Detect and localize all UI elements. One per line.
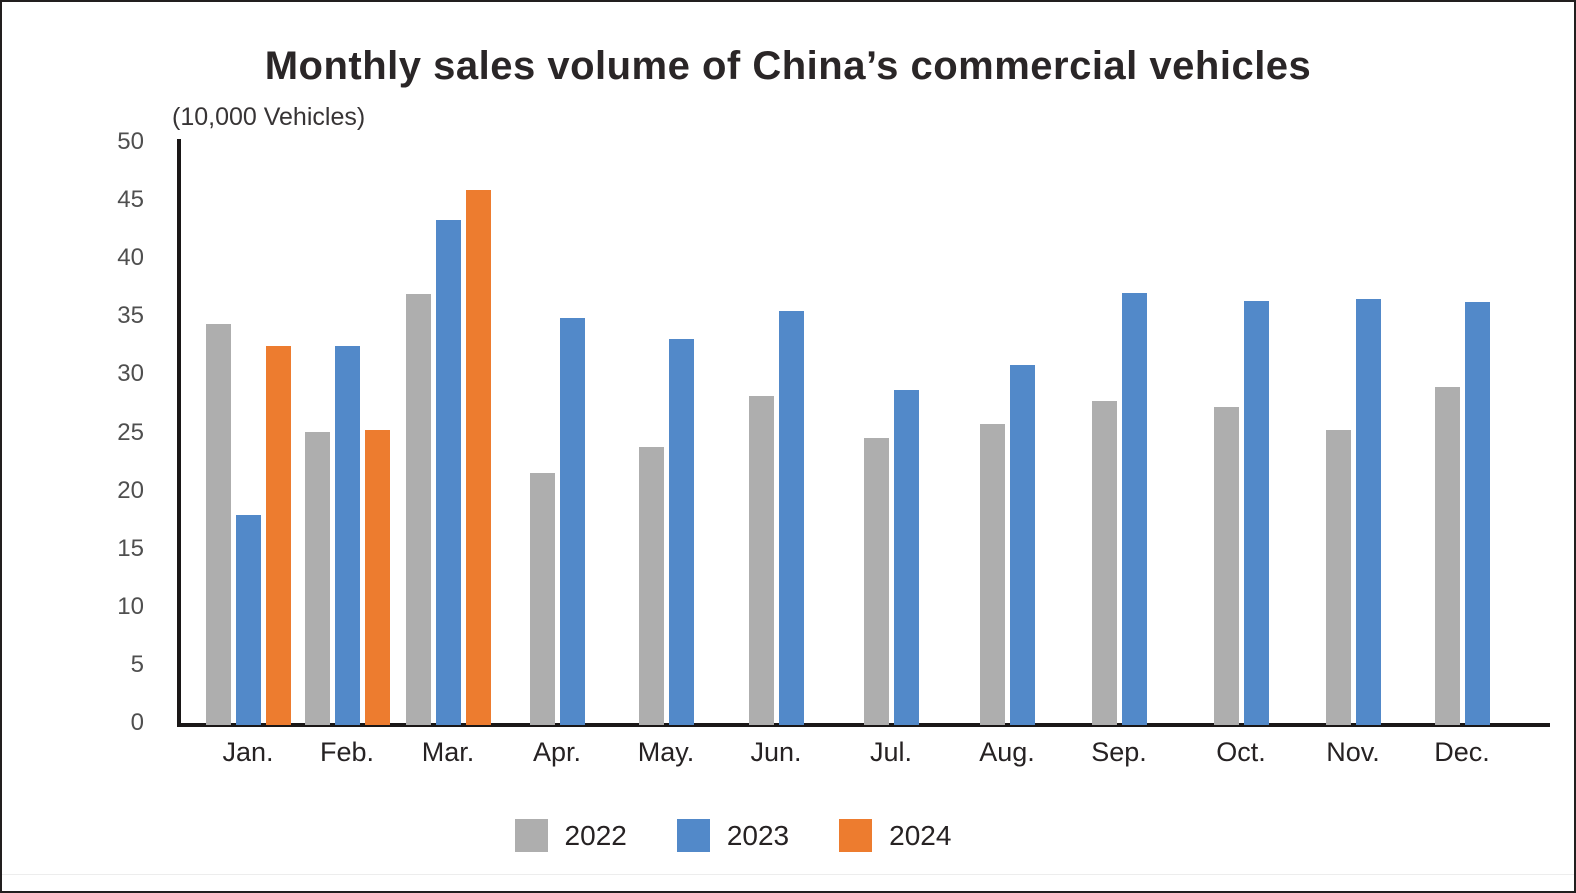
legend-label: 2022 [564,820,627,851]
y-tick-label: 5 [130,650,144,678]
bar-2023-Jan [236,515,261,725]
y-tick-label: 0 [130,709,144,736]
legend-item-2022: 2022 [514,819,627,852]
x-tick-label: May. [637,737,695,767]
x-tick-label: Nov. [1326,737,1380,767]
legend-swatch-icon [514,819,548,852]
x-tick-label: Mar. [421,737,475,767]
x-tick-label: Oct. [1216,737,1266,767]
y-tick-label: 40 [117,244,144,272]
divider-line [2,874,1574,875]
bar-2023-Apr [560,318,585,725]
bar-2022-Dec [1435,387,1460,725]
bar-2022-Aug [980,424,1005,725]
bar-2023-Jun [779,311,804,725]
bar-2024-Feb [365,430,390,725]
y-tick-label: 50 [117,128,144,155]
y-tick-label: 10 [117,592,144,620]
bar-2023-Jul [894,390,919,725]
x-tick-label: Jan. [222,737,274,767]
y-axis-line [177,139,181,727]
bar-2023-Nov [1356,299,1381,725]
bar-2022-Mar [406,294,431,725]
bar-2023-Oct [1244,301,1269,725]
x-tick-label: Sep. [1091,737,1147,767]
legend-label: 2023 [726,820,790,851]
bar-2022-May [639,447,664,725]
bar-2024-Mar [466,190,491,725]
x-tick-label: Dec. [1434,737,1490,767]
legend-swatch-icon [839,819,873,852]
bar-2023-Feb [335,346,360,725]
x-tick-label: Jun. [750,737,802,767]
legend-swatch-icon [676,819,710,852]
bar-2023-Mar [436,220,461,725]
y-tick-label: 25 [117,418,144,446]
x-tick-label: Aug. [979,737,1035,767]
y-tick-label: 15 [117,534,144,562]
bar-2022-Nov [1326,430,1351,725]
legend-item-2023: 2023 [676,819,790,852]
x-tick-label: Feb. [319,737,375,767]
y-tick-label: 35 [117,302,144,330]
x-tick-label: Jul. [869,737,913,767]
y-tick-label: 20 [117,476,144,504]
bar-2023-Dec [1465,302,1490,725]
bar-2023-May [669,339,694,725]
legend: 2022 2023 2024 [2,819,1574,852]
bar-2022-Jul [864,438,889,725]
y-axis-unit-label: (10,000 Vehicles) [172,103,366,131]
y-tick-label: 45 [117,186,144,214]
bar-2022-Sep [1092,401,1117,725]
legend-label: 2024 [889,820,952,851]
bar-2022-Oct [1214,407,1239,725]
bar-2023-Sep [1122,293,1147,725]
bar-2022-Jan [206,324,231,725]
bar-2022-Feb [305,432,330,725]
bar-2023-Aug [1010,365,1035,725]
legend-item-2024: 2024 [839,819,951,852]
y-tick-label: 30 [117,360,144,388]
x-tick-label: Apr. [532,737,582,767]
bar-2022-Apr [530,473,555,725]
bar-2024-Jan [266,346,291,725]
chart-title: Monthly sales volume of China’s commerci… [264,44,1312,88]
bar-2022-Jun [749,396,774,725]
x-axis-line [177,723,1550,727]
